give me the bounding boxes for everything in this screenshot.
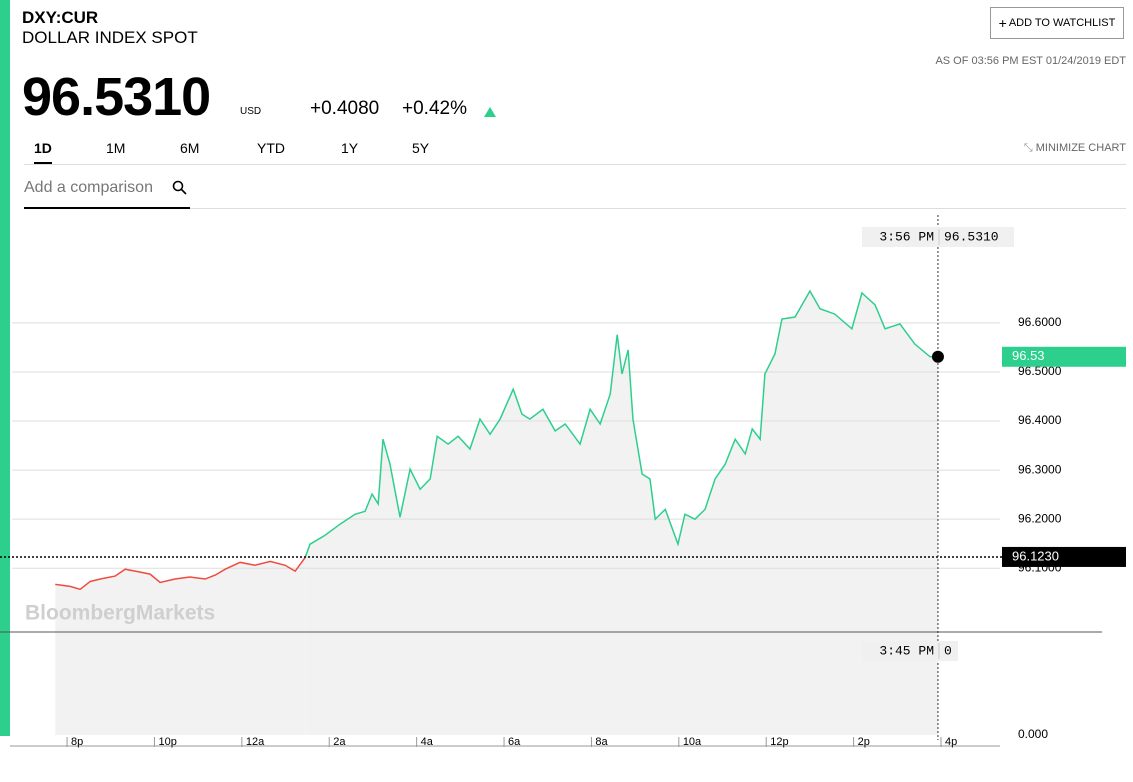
- tab[interactable]: 6M: [180, 140, 200, 156]
- tab[interactable]: 1M: [106, 140, 126, 156]
- watchlist-button[interactable]: + ADD TO WATCHLIST: [990, 7, 1124, 39]
- x-tick-label: 10p: [158, 736, 176, 748]
- tooltip-box: [862, 641, 958, 661]
- currency: USD: [240, 106, 262, 117]
- tooltip-time: 3:56 PM: [879, 229, 934, 244]
- line: [304, 289, 938, 558]
- y-tick-label: 0.000: [1018, 727, 1048, 741]
- previous-close-label: 96.1230: [1012, 548, 1059, 563]
- area: [55, 557, 306, 735]
- x-tick-label: 8p: [71, 736, 83, 748]
- watermark: BloombergMarkets: [25, 602, 215, 625]
- area: [305, 291, 938, 735]
- y-tick-label: 96.6000: [1018, 315, 1062, 329]
- tooltip-box: [862, 227, 1014, 247]
- x-tick-label: 6a: [508, 736, 521, 748]
- y-tick-label: 96.3000: [1018, 462, 1062, 476]
- security-name: DOLLAR INDEX SPOT: [22, 28, 198, 47]
- y-tick-label: 96.5000: [1018, 364, 1062, 378]
- x-tick-label: 4p: [945, 736, 957, 748]
- x-tick-label: 4a: [421, 736, 434, 748]
- y-tick-label: 96.4000: [1018, 413, 1062, 427]
- watchlist-label: ADD TO WATCHLIST: [1008, 17, 1116, 29]
- tab[interactable]: 1Y: [341, 140, 359, 156]
- y-tick-label: 96.2000: [1018, 511, 1062, 525]
- x-tick-label: 12p: [770, 736, 788, 748]
- x-tick-label: 2a: [333, 736, 346, 748]
- last-value-box: [1002, 346, 1126, 367]
- minimize-label: MINIMIZE CHART: [1035, 142, 1126, 154]
- tab-divider: [24, 164, 1126, 165]
- ticker: DXY:CUR: [22, 8, 99, 27]
- divider: [190, 208, 1126, 209]
- x-tick-label: 10a: [683, 736, 702, 748]
- tooltip-value: 0: [944, 643, 952, 658]
- up-arrow: [484, 107, 496, 117]
- last-value-label: 96.53: [1012, 348, 1045, 363]
- x-tick-label: 8a: [595, 736, 608, 748]
- tab[interactable]: 5Y: [412, 140, 430, 156]
- last-point: [931, 350, 944, 363]
- change: +0.4080: [310, 98, 380, 119]
- search-icon: [172, 180, 187, 195]
- x-tick-label: 12a: [246, 736, 265, 748]
- comparison-input[interactable]: Add a comparison: [24, 179, 153, 196]
- accent-bar: [0, 0, 10, 736]
- change-pct: +0.42%: [402, 98, 467, 119]
- as-of: AS OF 03:56 PM EST 01/24/2019 EDT: [935, 55, 1126, 67]
- tooltip-time: 3:45 PM: [879, 643, 934, 658]
- tooltip-value: 96.5310: [944, 229, 999, 244]
- line: [55, 556, 306, 591]
- previous-close-box: [1002, 546, 1126, 567]
- comparison-underline: [24, 207, 190, 209]
- price: 96.5310: [22, 67, 211, 127]
- x-tick-label: 2p: [858, 736, 870, 748]
- tab[interactable]: YTD: [257, 140, 285, 156]
- tab[interactable]: 1D: [34, 140, 52, 164]
- minimize-chart[interactable]: ⤡ MINIMIZE CHART: [1023, 142, 1126, 154]
